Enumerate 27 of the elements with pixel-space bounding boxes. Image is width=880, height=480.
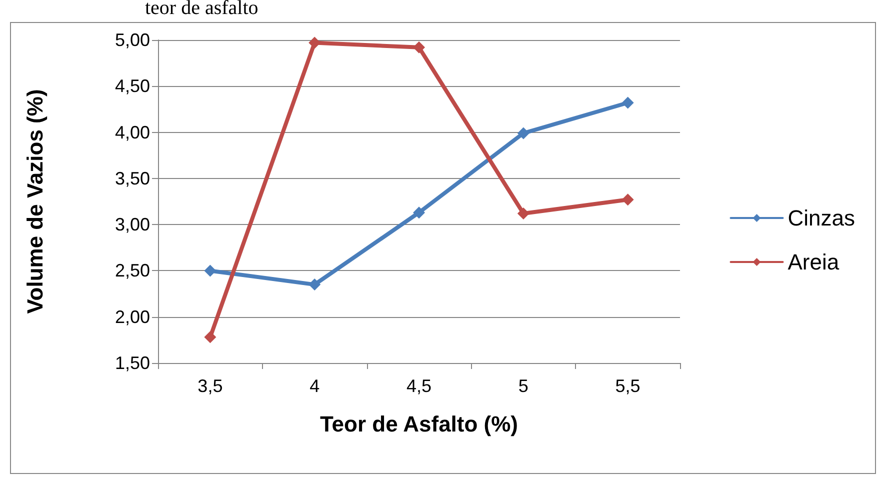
y-tick-label: 5,00 [114, 30, 150, 50]
point [413, 206, 425, 219]
x-tick-label: 4 [310, 376, 320, 396]
y-tick-label: 2,00 [114, 306, 150, 327]
y-tick-label: 4,50 [114, 76, 150, 96]
point [204, 264, 216, 277]
point [517, 127, 530, 140]
point [204, 331, 216, 344]
point [622, 96, 634, 109]
point [517, 207, 530, 220]
point [413, 41, 425, 54]
x-axis-title: Teor de Asfalto (%) [320, 412, 518, 436]
legend-label: Areia [788, 250, 840, 274]
text: teor de asfalto [145, 0, 258, 19]
legend-label: Cinzas [788, 206, 856, 230]
y-tick-label: 2,50 [114, 260, 150, 281]
y-axis-title: Volume de Vazios (%) [22, 89, 48, 314]
x-tick-label: 3,5 [198, 376, 223, 396]
x-tick-label: 4,5 [406, 376, 432, 396]
y-tick-label: 1,50 [114, 353, 150, 373]
y-tick-label: 3,50 [114, 168, 150, 188]
point [308, 278, 321, 291]
point [622, 194, 634, 206]
x-tick-label: 5,5 [615, 376, 640, 396]
y-tick-label: 4,00 [114, 122, 150, 142]
x-tick-label: 5 [518, 376, 528, 396]
y-tick-label: 3,00 [114, 214, 150, 235]
